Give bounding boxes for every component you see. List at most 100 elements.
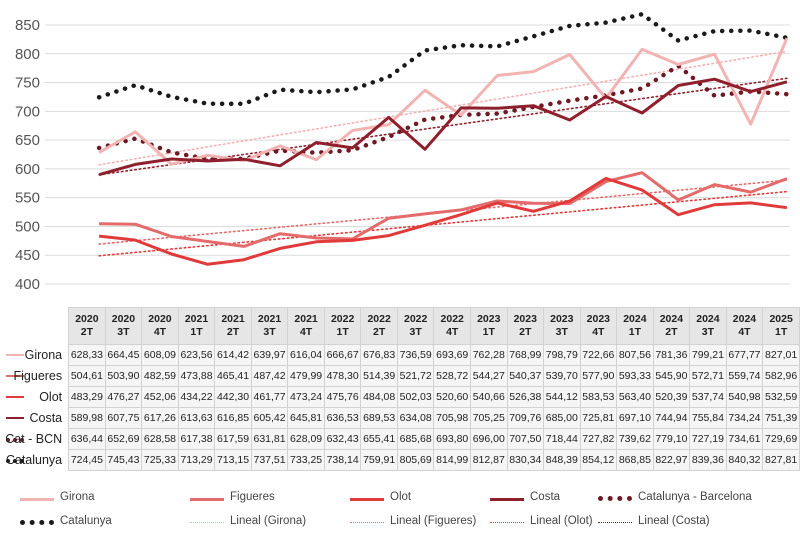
table-cell: 677,77 <box>725 344 764 366</box>
column-quarter: 1T <box>336 326 349 338</box>
legend-label: Figueres <box>230 491 275 503</box>
table-cell: 540,37 <box>506 365 545 387</box>
row-swatch <box>6 416 24 419</box>
table-cell: 739,62 <box>616 428 654 450</box>
table-cell: 479,99 <box>287 365 325 387</box>
y-tick-label: 500 <box>15 218 40 235</box>
table-cell: 676,83 <box>360 344 398 366</box>
column-quarter: 4T <box>592 326 605 338</box>
legend-label: Girona <box>60 491 95 503</box>
column-header: 2024 2T <box>652 307 691 345</box>
table-header-row: 2020 2T 2020 3T 2020 4T 2021 1T 2021 2T 2021 3T 2021… <box>0 307 800 345</box>
table-cell: 482,59 <box>141 365 179 387</box>
column-quarter: 3T <box>263 326 276 338</box>
table-cell: 544,12 <box>543 386 581 408</box>
table-cell: 666,67 <box>323 344 362 366</box>
table-cell: 545,90 <box>652 365 691 387</box>
table-cell: 814,99 <box>433 449 471 471</box>
column-quarter: 3T <box>409 326 422 338</box>
table-cell: 528,72 <box>433 365 471 387</box>
table-cell: 645,81 <box>287 407 325 429</box>
table-cell: 452,06 <box>141 386 179 408</box>
table-cell: 623,56 <box>177 344 216 366</box>
legend-swatch <box>598 522 632 523</box>
y-tick-label: 700 <box>15 103 40 120</box>
row-label: Catalunya <box>5 452 63 467</box>
column-quarter: 2T <box>373 326 386 338</box>
column-header: 2021 2T <box>214 307 252 345</box>
table-cell: 798,79 <box>543 344 581 366</box>
table-cell: 632,43 <box>323 428 362 450</box>
table-cell: 734,61 <box>725 428 764 450</box>
table-cell: 540,66 <box>469 386 508 408</box>
row-label: Girona <box>24 347 63 362</box>
column-quarter: 3T <box>701 326 715 338</box>
legend-label: Costa <box>530 491 561 503</box>
column-quarter: 2T <box>665 326 678 338</box>
column-year: 2022 <box>404 313 428 325</box>
y-tick-label: 650 <box>15 132 40 149</box>
table-cell: 724,45 <box>68 449 106 471</box>
y-tick-label: 800 <box>15 46 40 63</box>
table-cell: 639,97 <box>250 344 289 366</box>
table-cell: 827,81 <box>762 449 800 471</box>
column-header: 2021 3T <box>250 307 289 345</box>
legend-label: Olot <box>390 491 412 503</box>
column-header: 2024 1T <box>616 307 654 345</box>
column-year: 2022 <box>367 313 391 325</box>
table-cell: 572,71 <box>689 365 727 387</box>
y-tick-label: 450 <box>15 247 40 264</box>
row-header: Costa <box>0 408 69 429</box>
table-cell: 693,80 <box>433 428 471 450</box>
column-header: 2023 1T <box>469 307 508 345</box>
column-header: 2021 4T <box>287 307 325 345</box>
column-year: 2021 <box>294 313 318 325</box>
table-cell: 759,91 <box>360 449 398 471</box>
table-cell: 634,08 <box>396 407 435 429</box>
column-quarter: 3T <box>555 326 568 338</box>
column-header: 2024 4T <box>725 307 764 345</box>
column-quarter: 4T <box>738 326 751 338</box>
table-cell: 478,30 <box>323 365 362 387</box>
table-cell: 617,59 <box>214 428 252 450</box>
table-cell: 540,98 <box>725 386 764 408</box>
table-cell: 848,39 <box>543 449 581 471</box>
table-cell: 685,68 <box>396 428 435 450</box>
table-cell: 605,42 <box>250 407 289 429</box>
column-year: 2024 <box>623 313 647 325</box>
table-cell: 514,39 <box>360 365 398 387</box>
table-cell: 696,00 <box>469 428 508 450</box>
table-cell: 589,98 <box>68 407 106 429</box>
table-cell: 655,41 <box>360 428 398 450</box>
y-tick-label: 550 <box>15 190 40 207</box>
table-cell: 868,85 <box>616 449 654 471</box>
column-header: 2025 1T <box>762 307 800 345</box>
column-quarter: 1T <box>190 326 203 338</box>
table-cell: 559,74 <box>725 365 764 387</box>
table-cell: 473,88 <box>177 365 216 387</box>
column-header: 2021 1T <box>177 307 216 345</box>
trendline-1 <box>98 179 788 245</box>
table-cell: 839,36 <box>689 449 727 471</box>
table-cell: 628,09 <box>287 428 325 450</box>
column-header: 2022 4T <box>433 307 471 345</box>
table-cell: 705,98 <box>433 407 471 429</box>
legend-swatch <box>598 496 632 501</box>
column-quarter: 4T <box>446 326 459 338</box>
series-line-0 <box>98 37 789 166</box>
table-cell: 822,97 <box>652 449 691 471</box>
series-line-4 <box>96 63 790 162</box>
table-cell: 593,33 <box>616 365 654 387</box>
legend-swatch <box>350 498 384 501</box>
series-line-5 <box>96 11 790 107</box>
row-header: Figueres <box>0 366 69 387</box>
row-header: Catalunya <box>0 450 69 471</box>
column-quarter: 1T <box>628 326 641 338</box>
table-cell: 693,69 <box>433 344 471 366</box>
table-cell: 544,27 <box>469 365 508 387</box>
column-year: 2024 <box>732 313 757 325</box>
y-tick-label: 850 <box>15 17 40 34</box>
table-cell: 617,26 <box>141 407 179 429</box>
column-year: 2023 <box>550 313 574 325</box>
legend-swatch <box>190 498 224 501</box>
